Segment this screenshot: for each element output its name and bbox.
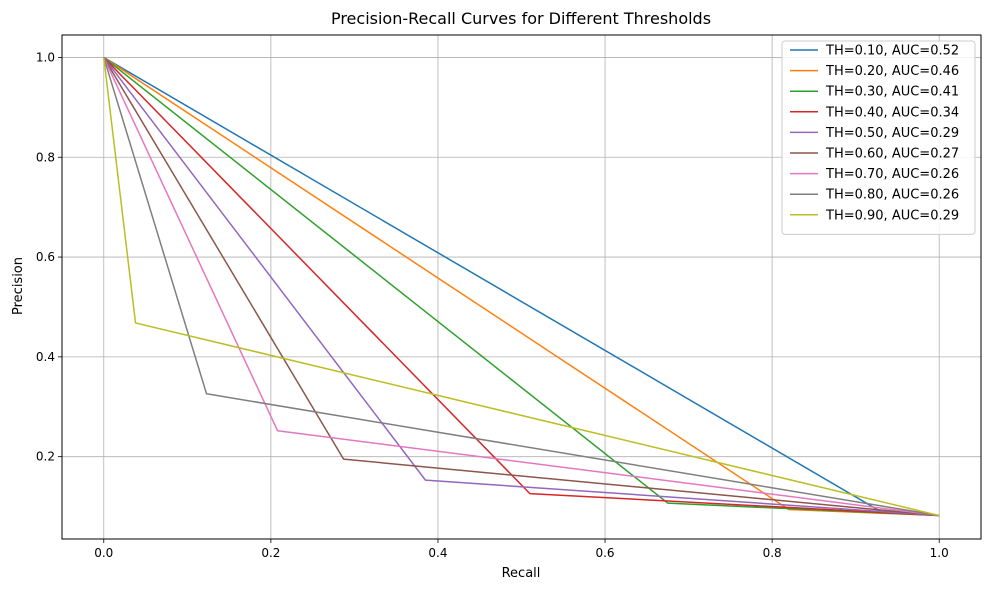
x-tick-label: 0.8 xyxy=(763,546,782,560)
x-tick-label: 0.6 xyxy=(595,546,614,560)
x-tick-label: 1.0 xyxy=(930,546,949,560)
series-lines xyxy=(103,56,940,517)
legend-label: TH=0.20, AUC=0.46 xyxy=(825,64,959,79)
series-line-9 xyxy=(103,57,940,517)
legend-label: TH=0.30, AUC=0.41 xyxy=(825,85,959,100)
chart-title: Precision-Recall Curves for Different Th… xyxy=(331,9,711,28)
legend-label: TH=0.80, AUC=0.26 xyxy=(825,188,959,203)
series-line-6 xyxy=(103,57,940,517)
y-tick-label: 0.4 xyxy=(36,350,55,364)
plot-frame xyxy=(61,34,982,540)
legend-box xyxy=(781,40,976,235)
x-tick-label: 0.2 xyxy=(261,546,280,560)
y-tick-label: 0.2 xyxy=(36,450,55,464)
y-tick-label: 1.0 xyxy=(36,50,55,64)
x-axis-label: Recall xyxy=(502,566,541,581)
y-tick-label: 0.6 xyxy=(36,250,55,264)
series-line-7 xyxy=(103,57,940,517)
y-axis: 0.2 0.4 0.6 0.8 1.0 xyxy=(36,50,62,464)
legend-label: TH=0.50, AUC=0.29 xyxy=(825,126,959,141)
legend: TH=0.10, AUC=0.52 TH=0.20, AUC=0.46 TH=0.3… xyxy=(781,40,976,235)
x-tick-label: 0.4 xyxy=(428,546,447,560)
series-line-4 xyxy=(103,56,940,517)
series-line-8 xyxy=(103,57,940,517)
legend-label: TH=0.70, AUC=0.26 xyxy=(825,167,959,182)
series-line-5 xyxy=(103,57,940,517)
y-tick-label: 0.8 xyxy=(36,150,55,164)
legend-label: TH=0.10, AUC=0.52 xyxy=(825,44,959,59)
legend-label: TH=0.90, AUC=0.29 xyxy=(825,208,959,223)
y-axis-label: Precision xyxy=(11,257,26,315)
legend-label: TH=0.60, AUC=0.27 xyxy=(825,147,959,162)
legend-label: TH=0.40, AUC=0.34 xyxy=(825,105,959,120)
x-tick-label: 0.0 xyxy=(94,546,113,560)
x-axis: 0.0 0.2 0.4 0.6 0.8 1.0 xyxy=(94,539,949,560)
